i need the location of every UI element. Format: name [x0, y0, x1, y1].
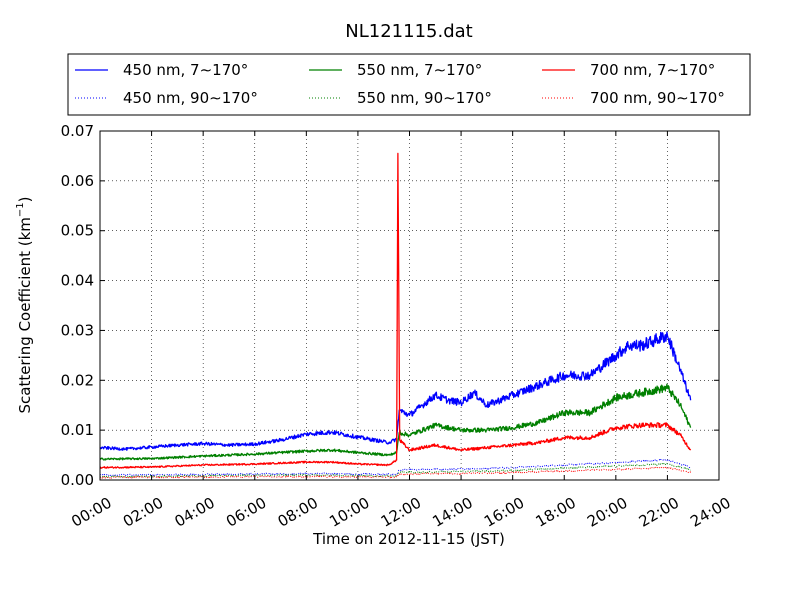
legend-label-2: 700 nm, 7∼170°: [590, 61, 715, 79]
y-tick-label: 0.07: [61, 122, 94, 140]
x-tick-label: 12:00: [378, 494, 424, 531]
series-line-4: [99, 462, 691, 478]
series-line-1: [99, 383, 692, 461]
x-tick-label: 00:00: [68, 494, 114, 531]
x-tick-label: 08:00: [275, 494, 321, 531]
series-line-5: [99, 466, 692, 479]
series-line-2: [99, 152, 692, 469]
y-axis-label-suffix: ): [16, 196, 34, 202]
x-tick-label: 22:00: [636, 494, 682, 531]
legend-label-1: 550 nm, 7∼170°: [357, 61, 482, 79]
x-tick-label: 18:00: [533, 494, 579, 531]
x-tick-label: 16:00: [481, 494, 527, 531]
y-tick-label: 0.00: [61, 471, 94, 489]
x-tick-label: 10:00: [326, 494, 372, 531]
x-tick-label: 24:00: [687, 494, 733, 531]
y-tick-label: 0.05: [61, 222, 94, 240]
chart-title: NL121115.dat: [345, 21, 472, 42]
y-axis-label-exponent: −1: [15, 202, 26, 217]
y-tick-label: 0.04: [61, 272, 94, 290]
x-axis-label: Time on 2012-11-15 (JST): [312, 530, 505, 548]
series-line-0: [99, 331, 692, 451]
legend-label-3: 450 nm, 90∼170°: [123, 89, 258, 107]
y-axis-label: Scattering Coefficient (km−1): [15, 196, 34, 413]
x-tick-label: 06:00: [223, 494, 269, 531]
series-line-3: [99, 458, 692, 477]
legend-label-4: 550 nm, 90∼170°: [357, 89, 492, 107]
y-axis-label-main: Scattering Coefficient (km: [16, 217, 34, 413]
series-layer: [99, 152, 692, 479]
y-tick-label: 0.02: [61, 371, 94, 389]
legend-box: [67, 53, 751, 116]
y-tick-label: 0.03: [61, 321, 94, 339]
x-tick-label: 04:00: [171, 494, 217, 531]
x-tick-label: 02:00: [120, 494, 166, 531]
y-tick-label: 0.06: [61, 172, 94, 190]
legend-label-0: 450 nm, 7∼170°: [123, 61, 248, 79]
legend: 450 nm, 7∼170° 550 nm, 7∼170° 700 nm, 7∼17…: [67, 53, 751, 116]
y-tick-label: 0.01: [61, 421, 94, 439]
x-tick-label: 14:00: [429, 494, 475, 531]
x-tick-label: 20:00: [584, 494, 630, 531]
legend-label-5: 700 nm, 90∼170°: [590, 89, 725, 107]
